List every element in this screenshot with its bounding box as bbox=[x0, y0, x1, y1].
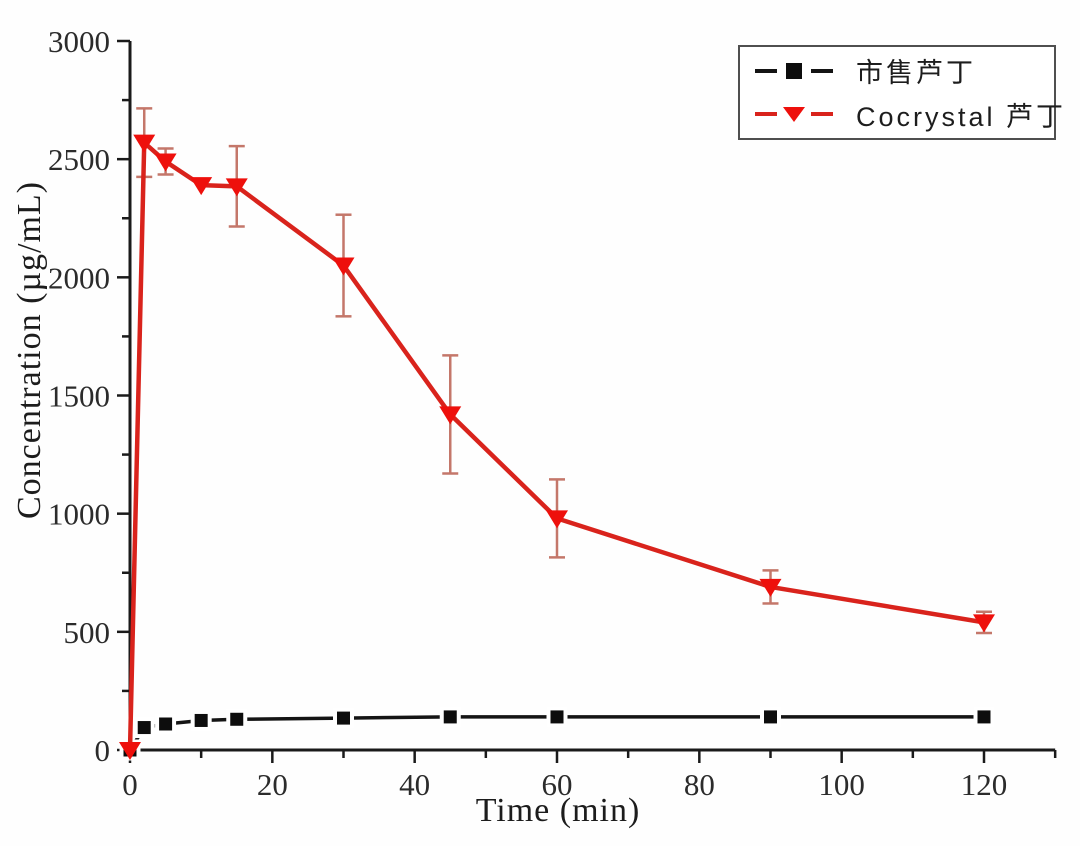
data-point-marker bbox=[439, 406, 462, 425]
legend: 市售芦丁 Cocrystal 芦丁 bbox=[738, 45, 1063, 140]
data-point-marker bbox=[337, 711, 350, 725]
y-tick-label: 500 bbox=[64, 615, 111, 650]
data-point-marker bbox=[546, 510, 568, 529]
data-point-marker bbox=[759, 578, 782, 597]
x-tick-label: 80 bbox=[684, 767, 715, 802]
series-line bbox=[127, 140, 985, 751]
y-tick-label: 1500 bbox=[48, 379, 110, 414]
legend-item-commercial-rutin: 市售芦丁 bbox=[754, 51, 1054, 90]
y-tick-label: 3000 bbox=[48, 24, 110, 59]
x-tick-label: 20 bbox=[257, 767, 288, 802]
data-point-marker bbox=[159, 717, 173, 731]
x-tick-label: 100 bbox=[818, 767, 865, 802]
data-point-marker bbox=[190, 177, 213, 196]
data-point-marker bbox=[119, 742, 141, 760]
data-point-marker bbox=[443, 710, 457, 724]
data-point-marker bbox=[154, 153, 177, 172]
legend-marker-triangle-icon bbox=[755, 107, 833, 123]
x-tick-label: 60 bbox=[542, 767, 573, 802]
x-tick-label: 0 bbox=[122, 767, 138, 802]
y-axis-title: Concentration (µg/mL) bbox=[11, 181, 48, 520]
data-point-marker bbox=[973, 614, 995, 633]
data-point-marker bbox=[225, 178, 248, 197]
y-tick-label: 0 bbox=[95, 733, 111, 768]
legend-item-cocrystal-rutin: Cocrystal 芦丁 bbox=[754, 95, 1063, 134]
data-point-marker bbox=[332, 257, 355, 276]
data-point-marker bbox=[550, 710, 564, 724]
data-point-marker bbox=[194, 713, 208, 727]
data-point-marker bbox=[977, 710, 991, 724]
x-tick-label: 120 bbox=[961, 767, 1008, 802]
y-tick-label: 2000 bbox=[48, 260, 110, 295]
legend-label: Cocrystal 芦丁 bbox=[856, 101, 1067, 132]
data-point-marker bbox=[764, 710, 777, 724]
legend-marker-square-icon bbox=[755, 62, 833, 79]
data-point-marker bbox=[133, 134, 156, 153]
legend-label: 市售芦丁 bbox=[856, 58, 976, 89]
x-axis-title: Time (min) bbox=[475, 792, 641, 829]
data-point-marker bbox=[230, 712, 244, 726]
y-tick-label: 1000 bbox=[48, 497, 110, 532]
series-line bbox=[128, 715, 984, 751]
x-tick-label: 40 bbox=[399, 767, 430, 802]
series-cocrystal-rutin bbox=[119, 107, 995, 760]
y-tick-label: 2500 bbox=[48, 142, 110, 177]
data-point-marker bbox=[137, 721, 151, 735]
